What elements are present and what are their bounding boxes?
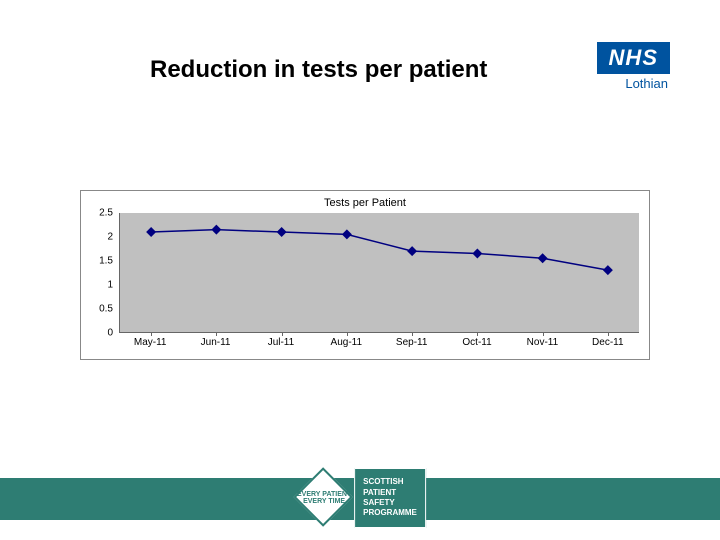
x-tick-label: Jun-11 xyxy=(201,337,231,348)
y-tick-label: 2 xyxy=(107,232,113,243)
sps-block-line: PROGRAMME xyxy=(363,508,417,518)
x-tick-label: May-11 xyxy=(134,337,167,348)
x-tick-label: Dec-11 xyxy=(592,337,624,348)
y-tick-label: 0 xyxy=(107,328,113,339)
nhs-logo-sub: Lothian xyxy=(597,76,670,91)
tests-chart: Tests per Patient 0 0.5 1 1.5 2 2.5 May-11 Jun… xyxy=(80,190,650,360)
x-axis: May-11 Jun-11 Jul-11 Aug-11 Sep-11 Oct-11 Nov-… xyxy=(119,333,639,353)
x-tick-label: Oct-11 xyxy=(462,337,491,348)
x-tick-label: Aug-11 xyxy=(331,337,363,348)
y-axis: 00.511.522.5 xyxy=(81,213,117,333)
sps-block-line: SCOTTISH xyxy=(363,477,417,487)
sps-logo: EVERY PATIENT EVERY TIME SCOTTISHPATIENT… xyxy=(294,468,426,528)
sps-block-line: PATIENT xyxy=(363,488,417,498)
sps-block-line: SAFETY xyxy=(363,498,417,508)
y-tick-label: 1.5 xyxy=(99,256,113,267)
chart-title: Tests per Patient xyxy=(81,191,649,213)
plot-area xyxy=(119,213,639,333)
x-tick-label: Jul-11 xyxy=(268,337,295,348)
chart-plot: 00.511.522.5 xyxy=(81,213,649,333)
sps-diamond-icon: EVERY PATIENT EVERY TIME xyxy=(294,468,354,528)
x-tick-label: Sep-11 xyxy=(396,337,428,348)
page-title: Reduction in tests per patient xyxy=(150,56,487,84)
chart-markers xyxy=(120,213,639,332)
y-tick-label: 1 xyxy=(107,280,113,291)
nhs-logo: NHS Lothian xyxy=(597,42,670,91)
sps-diamond-text: EVERY PATIENT EVERY TIME xyxy=(294,468,354,528)
y-tick-label: 0.5 xyxy=(99,304,113,315)
sps-text-block: SCOTTISHPATIENTSAFETYPROGRAMME xyxy=(354,468,426,528)
y-tick-label: 2.5 xyxy=(99,208,113,219)
nhs-logo-main: NHS xyxy=(597,42,670,74)
x-tick-label: Nov-11 xyxy=(527,337,559,348)
